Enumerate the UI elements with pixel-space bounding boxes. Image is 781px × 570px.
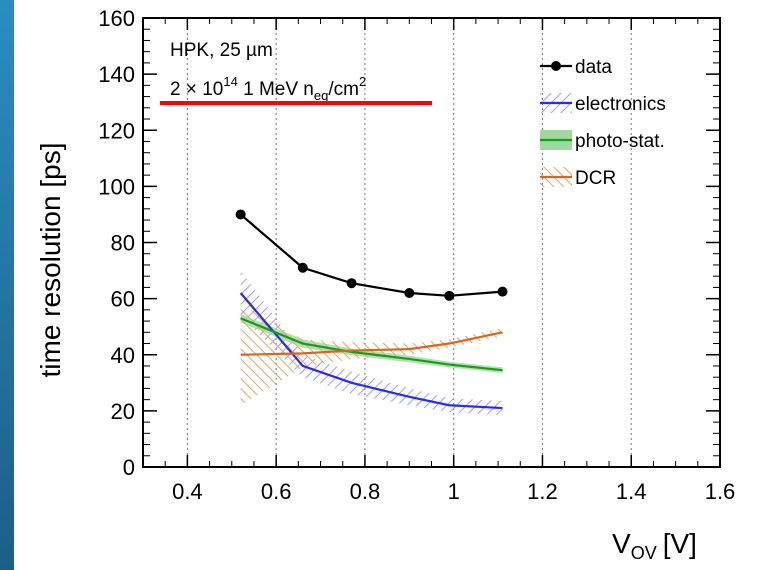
data-point-data [297,262,308,273]
series-line-dcr [240,331,503,356]
annotation-line2-post: /cm [328,79,359,100]
x-tick-label: 1.2 [527,479,558,504]
band-layer [240,270,503,416]
legend-marker-data [551,61,561,71]
x-tick-label: 1 [448,479,460,504]
legend-label-photo-stat: photo-stat. [575,131,665,152]
y-tick-label: 40 [111,343,135,368]
line-layer [235,209,508,410]
x-tick-label: 0.8 [350,479,381,504]
y-tick-label: 160 [98,6,135,31]
y-axis-title: time resolution [ps] [35,143,66,378]
annotation-line2-sup2: 2 [359,74,366,89]
y-tick-label: 120 [98,118,135,143]
y-tick-label: 80 [111,231,135,256]
data-point-data [444,290,455,301]
data-point-data [346,278,357,289]
x-axis-title: VOV [V] [612,528,697,563]
data-point-data [404,288,415,299]
annotation-line2-sup: 14 [223,74,237,89]
annotation-line2-pre: 2 × 10 [170,79,223,100]
series-line-data [239,213,503,297]
background-stripe [0,0,14,570]
y-tick-label: 140 [98,62,135,87]
x-tick-label: 0.6 [261,479,292,504]
x-tick-label: 1.4 [616,479,647,504]
annotation: HPK, 25 µm 2 × 1014 1 MeV neq/cm2 [160,40,432,105]
legend-label-electronics: electronics [575,94,666,115]
annotation-line2-sub: eq [314,88,328,103]
axis-layer: 0.4 0.6 0.8 1 1.2 1.4 1.6 0 20 40 60 80 100 120 140 160 [98,6,735,504]
x-tick-label: 1.6 [705,479,736,504]
x-axis-title-sub: OV [631,543,657,563]
y-tick-label: 20 [111,399,135,424]
data-point-data [235,209,246,220]
series-line-photo-stat [240,317,503,372]
y-tick-label: 0 [123,455,135,480]
x-axis-title-unit: [V] [663,528,697,559]
legend-label-data: data [575,57,612,78]
annotation-line2-mid: 1 MeV n [238,79,314,100]
legend: data electronics photo-stat. DCR [540,57,666,189]
annotation-line2: 2 × 1014 1 MeV neq/cm2 [170,74,366,103]
y-tick-label: 60 [111,287,135,312]
legend-label-dcr: DCR [575,168,616,189]
chart-panel [14,0,781,570]
annotation-line1: HPK, 25 µm [170,40,273,61]
x-tick-label: 0.4 [172,479,203,504]
x-axis-title-var: V [612,528,631,559]
data-point-data [497,286,508,297]
y-tick-label: 100 [98,174,135,199]
